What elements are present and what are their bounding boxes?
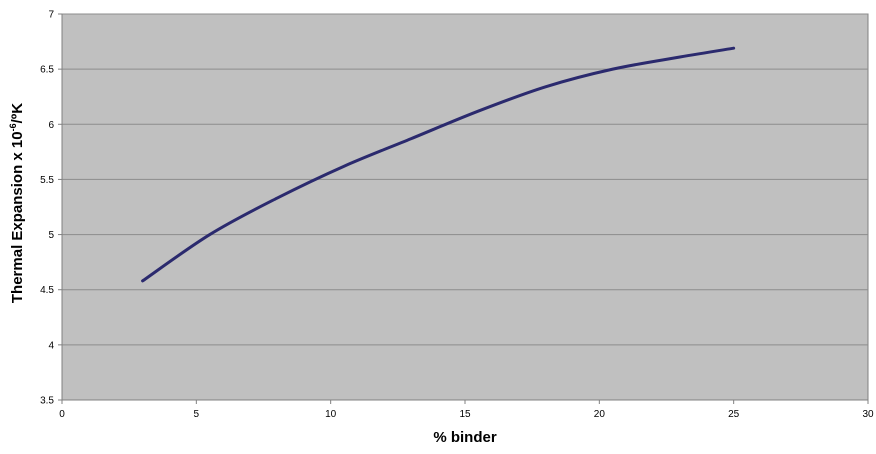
- y-tick-label: 4.5: [40, 285, 54, 296]
- x-tick-label: 20: [594, 409, 606, 420]
- x-tick-label: 0: [59, 409, 65, 420]
- x-tick-label: 10: [325, 409, 337, 420]
- y-axis-title: Thermal Expansion x 10-6/ºK: [8, 103, 26, 303]
- tick-labels: 3.5 4 4.5 5 5.5 6 6.5 7 0 5 10 15 20 25 30: [40, 10, 874, 421]
- series-layer: [141, 46, 736, 283]
- y-tick-label: 5.5: [40, 175, 54, 186]
- x-axis-title: % binder: [433, 429, 497, 446]
- y-tick-label: 4: [48, 340, 54, 351]
- y-tick-label: 3.5: [40, 396, 54, 407]
- x-tick-label: 25: [728, 409, 740, 420]
- x-tick-label: 5: [194, 409, 200, 420]
- series-line: [141, 46, 736, 283]
- x-tick-label: 15: [459, 409, 471, 420]
- y-axis-title-unit: /ºK: [9, 103, 26, 124]
- x-tick-label: 30: [862, 409, 874, 420]
- y-tick-label: 5: [48, 230, 54, 241]
- y-tick-label: 7: [48, 10, 54, 21]
- y-tick-label: 6.5: [40, 65, 54, 76]
- gridlines: [62, 13, 868, 346]
- y-tick-label: 6: [48, 120, 54, 131]
- y-axis-title-superscript: -6: [8, 123, 18, 131]
- plot-area: [61, 13, 869, 401]
- y-axis-title-main: Thermal Expansion x 10: [9, 131, 26, 303]
- axes: [58, 13, 869, 404]
